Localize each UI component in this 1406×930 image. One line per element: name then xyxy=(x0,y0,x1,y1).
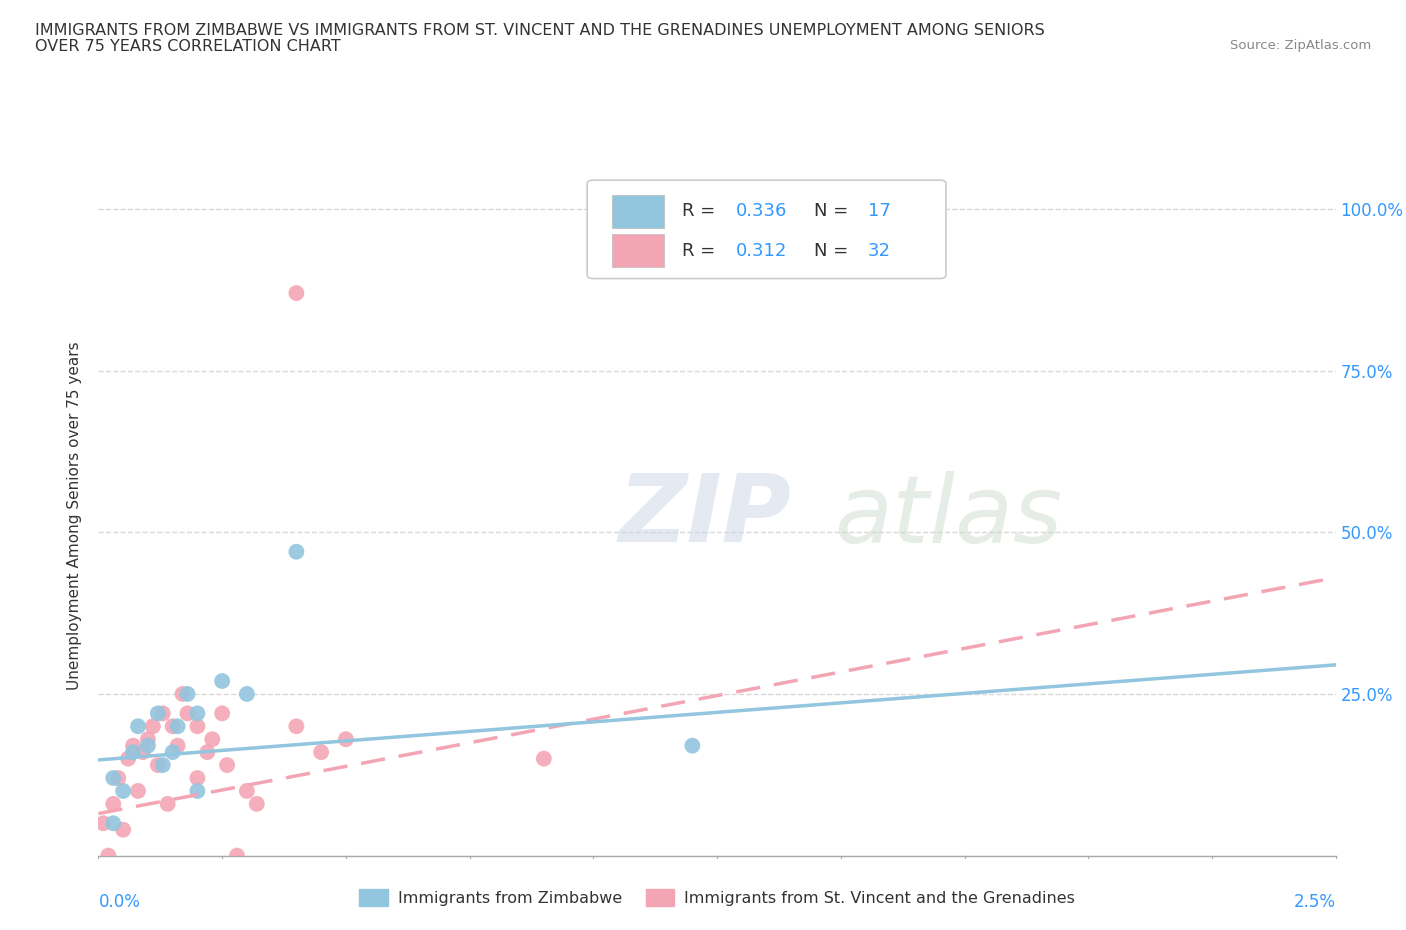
Text: IMMIGRANTS FROM ZIMBABWE VS IMMIGRANTS FROM ST. VINCENT AND THE GRENADINES UNEMP: IMMIGRANTS FROM ZIMBABWE VS IMMIGRANTS F… xyxy=(35,23,1045,38)
FancyBboxPatch shape xyxy=(612,234,664,267)
Text: 0.312: 0.312 xyxy=(735,242,787,259)
Point xyxy=(166,738,188,753)
Y-axis label: Unemployment Among Seniors over 75 years: Unemployment Among Seniors over 75 years xyxy=(67,342,83,690)
Point xyxy=(152,706,174,721)
Point xyxy=(112,783,135,798)
Point xyxy=(103,796,125,811)
Text: atlas: atlas xyxy=(835,471,1063,562)
Point xyxy=(172,686,194,701)
Text: OVER 75 YEARS CORRELATION CHART: OVER 75 YEARS CORRELATION CHART xyxy=(35,39,340,54)
Point xyxy=(122,738,145,753)
Point xyxy=(162,745,184,760)
Point xyxy=(146,706,169,721)
Point xyxy=(136,732,159,747)
Point xyxy=(132,745,155,760)
Point xyxy=(335,732,357,747)
Point xyxy=(122,745,145,760)
Point xyxy=(176,686,198,701)
Point xyxy=(195,745,218,760)
Text: 32: 32 xyxy=(868,242,891,259)
Text: R =: R = xyxy=(682,203,721,220)
Point xyxy=(103,771,125,786)
Text: ZIP: ZIP xyxy=(619,471,792,562)
Point xyxy=(533,751,555,766)
Text: 17: 17 xyxy=(868,203,891,220)
FancyBboxPatch shape xyxy=(588,180,946,279)
Point xyxy=(186,771,208,786)
Point xyxy=(142,719,165,734)
Point xyxy=(146,758,169,773)
Point xyxy=(127,783,149,798)
Point xyxy=(112,822,135,837)
Text: 0.336: 0.336 xyxy=(735,203,787,220)
Point xyxy=(285,286,308,300)
Point xyxy=(681,738,703,753)
Point xyxy=(246,796,269,811)
Point xyxy=(217,758,239,773)
Point xyxy=(186,706,208,721)
Point xyxy=(211,706,233,721)
Text: Source: ZipAtlas.com: Source: ZipAtlas.com xyxy=(1230,39,1371,52)
Point xyxy=(309,745,332,760)
Point xyxy=(201,732,224,747)
Point xyxy=(166,719,188,734)
Point xyxy=(117,751,139,766)
Point xyxy=(285,719,308,734)
Text: 0.0%: 0.0% xyxy=(98,893,141,911)
FancyBboxPatch shape xyxy=(612,195,664,228)
Point xyxy=(107,771,129,786)
Text: 2.5%: 2.5% xyxy=(1294,893,1336,911)
Point xyxy=(136,738,159,753)
Point xyxy=(103,816,125,830)
Point xyxy=(176,706,198,721)
Point xyxy=(97,848,120,863)
Point xyxy=(211,673,233,688)
Text: N =: N = xyxy=(814,242,853,259)
Point xyxy=(285,544,308,559)
Point xyxy=(162,719,184,734)
Legend: Immigrants from Zimbabwe, Immigrants from St. Vincent and the Grenadines: Immigrants from Zimbabwe, Immigrants fro… xyxy=(353,883,1081,912)
Text: N =: N = xyxy=(814,203,853,220)
Point xyxy=(93,816,115,830)
Point xyxy=(186,783,208,798)
Point xyxy=(152,758,174,773)
Text: R =: R = xyxy=(682,242,721,259)
Point xyxy=(236,783,259,798)
Point xyxy=(186,719,208,734)
Point xyxy=(236,686,259,701)
Point xyxy=(226,848,249,863)
Point xyxy=(156,796,179,811)
Point xyxy=(127,719,149,734)
